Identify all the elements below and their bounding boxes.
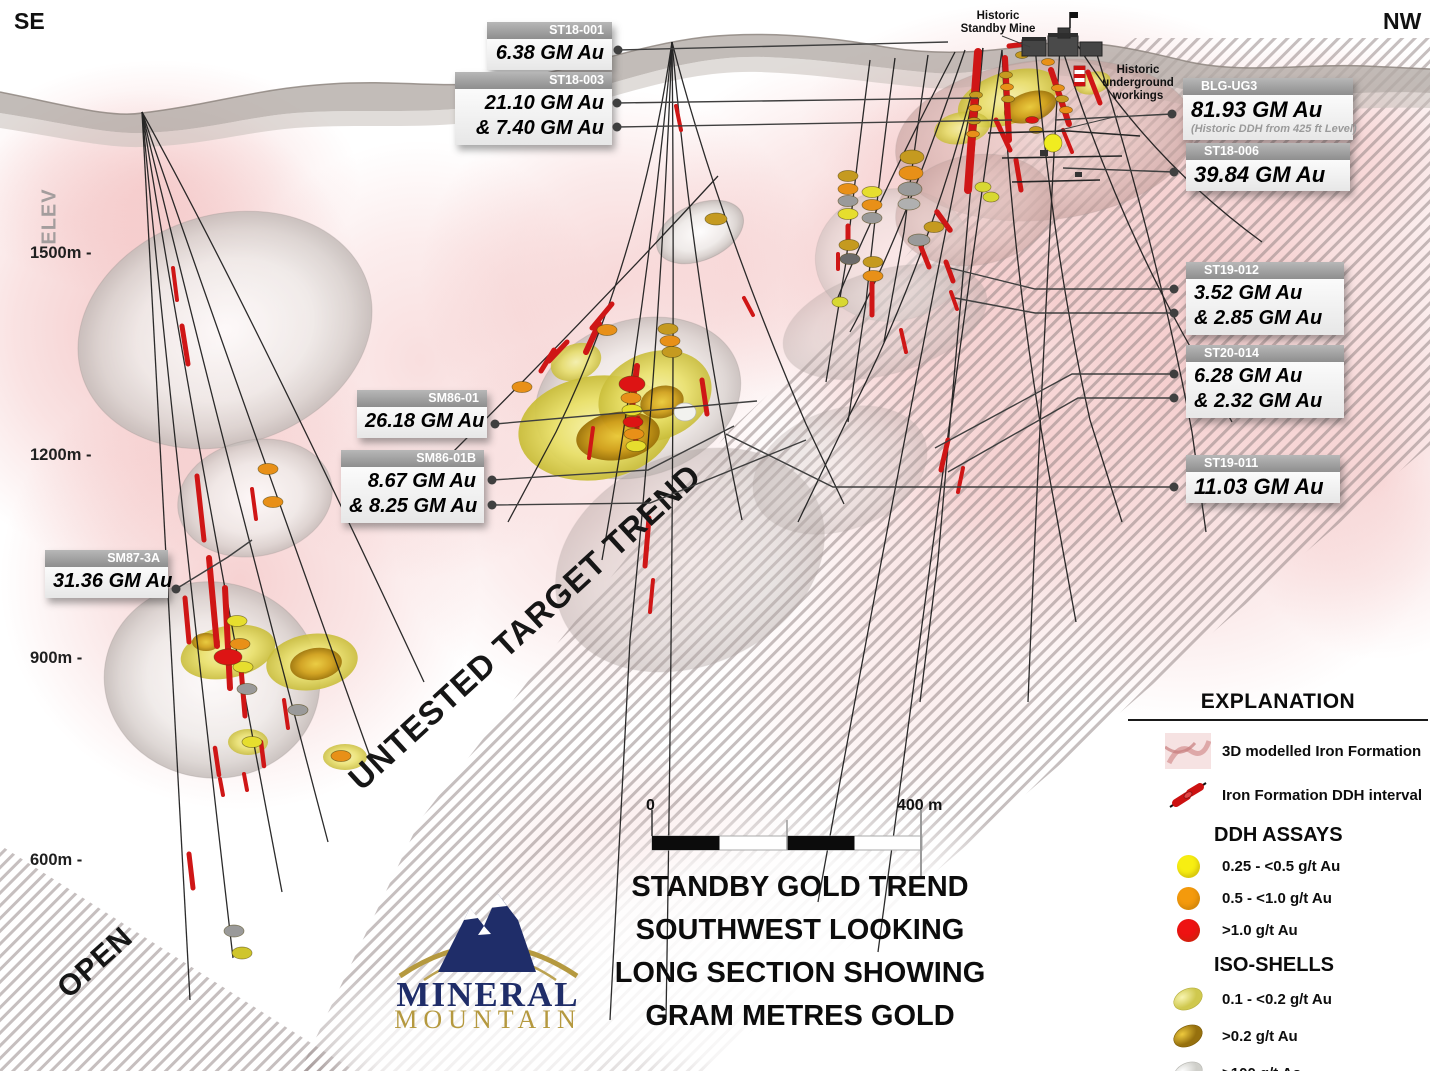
assay-discs xyxy=(213,51,1073,960)
orientation-label-nw: NW xyxy=(1383,8,1422,34)
callout-st19-012: ST19-012 3.52 GM Au & 2.85 GM Au xyxy=(1186,262,1344,335)
elevation-tick-1200: 1200m - xyxy=(30,446,92,464)
workings-line1: Historic xyxy=(1116,64,1160,76)
assay-value: 21.10 GM Au xyxy=(484,92,604,114)
legend-label: >100 g/t As xyxy=(1222,1065,1301,1071)
mineral-mountain-logo: MINERAL MOUNTAIN xyxy=(386,860,591,1032)
historic-mine-line2: Standby Mine xyxy=(960,23,1036,35)
callout-blg-ug3: BLG-UG3 81.93 GM Au (Historic DDH from 4… xyxy=(1183,78,1357,140)
historic-standby-mine-label: Historic Standby Mine xyxy=(952,10,1044,36)
assay-value: & 2.32 GM Au xyxy=(1194,390,1323,412)
hatch-untested-band xyxy=(0,38,1430,1071)
callout-st19-011: ST19-011 11.03 GM Au xyxy=(1186,455,1340,503)
callout-sm86-01b: SM86-01B 8.67 GM Au & 8.25 GM Au xyxy=(341,450,484,523)
iso-ellipsoid-white-icon xyxy=(1160,1059,1216,1071)
assay-value: 26.18 GM Au xyxy=(365,410,485,432)
workings-line3: workings xyxy=(1112,90,1164,102)
legend-item-iso-high: >0.2 g/t Au xyxy=(1128,1022,1428,1050)
assay-note: (Historic DDH from 425 ft Level) xyxy=(1191,123,1357,135)
orientation-label-se: SE xyxy=(14,8,45,34)
elevation-axis-label: ELEV xyxy=(38,188,61,245)
background-fade xyxy=(300,790,1145,1071)
drillhole-id: ST18-003 xyxy=(455,72,612,89)
legend-label: 0.1 - <0.2 g/t Au xyxy=(1222,990,1332,1008)
assay-value: 6.28 GM Au xyxy=(1194,365,1303,387)
logo-wordmark-top: MINERAL xyxy=(396,975,579,1014)
legend-divider xyxy=(1128,719,1428,721)
legend-heading-iso-shells: ISO-SHELLS xyxy=(1214,954,1335,976)
callout-st18-006: ST18-006 39.84 GM Au xyxy=(1186,143,1350,191)
drillhole-id: ST19-011 xyxy=(1186,455,1340,472)
ddh-interval-icon xyxy=(1160,778,1216,812)
assay-value: & 8.25 GM Au xyxy=(349,495,478,517)
workings-line2: underground xyxy=(1102,77,1174,89)
legend-item-assay-high: >1.0 g/t Au xyxy=(1128,919,1428,942)
legend-heading-ddh-assays: DDH ASSAYS xyxy=(1214,824,1343,846)
iso-ellipsoid-gold-icon xyxy=(1160,1022,1216,1050)
legend-label: >1.0 g/t Au xyxy=(1222,922,1298,939)
legend-title: EXPLANATION xyxy=(1200,690,1356,713)
iso-ellipsoid-paleyellow-icon xyxy=(1160,985,1216,1013)
elevation-tick-900: 900m - xyxy=(30,649,83,667)
assay-dot-red-icon xyxy=(1176,919,1200,942)
iron-formation-swatch-icon xyxy=(1160,733,1216,769)
title-line-2: SOUTHWEST LOOKING xyxy=(635,914,965,946)
elevation-tick-1500: 1500m - xyxy=(30,244,92,262)
historic-underground-workings-label: Historic underground workings xyxy=(1098,64,1178,103)
legend-label: 0.25 - <0.5 g/t Au xyxy=(1222,858,1341,875)
drillhole-id: SM87-3A xyxy=(45,550,168,567)
assay-value: & 2.85 GM Au xyxy=(1194,307,1323,329)
assay-value: 39.84 GM Au xyxy=(1194,162,1326,187)
assay-value: 6.38 GM Au xyxy=(495,42,604,64)
legend-label: 3D modelled Iron Formation xyxy=(1222,742,1422,760)
legend-item-assay-low: 0.25 - <0.5 g/t Au xyxy=(1128,855,1428,878)
legend-item-iso-low: 0.1 - <0.2 g/t Au xyxy=(1128,985,1428,1013)
assay-value: 8.67 GM Au xyxy=(367,470,476,492)
assay-dot-orange-icon xyxy=(1176,887,1200,910)
logo-graphic: MINERAL MOUNTAIN xyxy=(394,894,581,1032)
scale-bar xyxy=(651,810,923,876)
historic-mine-line1: Historic xyxy=(976,10,1020,22)
callout-st18-003: ST18-003 21.10 GM Au & 7.40 GM Au xyxy=(455,72,612,145)
callout-sm87-3a: SM87-3A 31.36 GM Au xyxy=(45,550,173,598)
assay-dot-yellow-icon xyxy=(1176,855,1200,878)
title-line-4: GRAM METRES GOLD xyxy=(645,1000,955,1032)
drillhole-id: ST20-014 xyxy=(1186,345,1344,362)
legend-item-ddh-interval: Iron Formation DDH interval xyxy=(1128,778,1428,812)
callout-st20-014: ST20-014 6.28 GM Au & 2.32 GM Au xyxy=(1186,345,1344,418)
historic-mine-buildings xyxy=(1021,12,1103,87)
title-line-1: STANDBY GOLD TREND xyxy=(631,871,969,903)
assay-value: & 7.40 GM Au xyxy=(475,117,604,139)
figure-title: STANDBY GOLD TREND SOUTHWEST LOOKING LON… xyxy=(590,866,1010,1038)
scalebar-start-label: 0 xyxy=(646,797,655,814)
legend-label: >0.2 g/t Au xyxy=(1222,1027,1298,1045)
elevation-tick-600: 600m - xyxy=(30,851,83,869)
assay-value: 31.36 GM Au xyxy=(53,570,173,592)
logo-wordmark-bottom: MOUNTAIN xyxy=(394,1005,581,1032)
callout-sm86-01: SM86-01 26.18 GM Au xyxy=(357,390,487,438)
drillhole-id: ST18-001 xyxy=(487,22,612,39)
legend-item-iron-formation: 3D modelled Iron Formation xyxy=(1128,733,1428,769)
drillhole-id: ST19-012 xyxy=(1186,262,1344,279)
drillhole-id: ST18-006 xyxy=(1186,143,1350,160)
drillhole-id: SM86-01 xyxy=(357,390,487,407)
callout-st18-001: ST18-001 6.38 GM Au xyxy=(487,22,612,70)
assay-value: 81.93 GM Au xyxy=(1191,97,1323,122)
title-line-3: LONG SECTION SHOWING xyxy=(614,957,986,989)
headframe-striped xyxy=(1073,65,1086,87)
legend-label: 0.5 - <1.0 g/t Au xyxy=(1222,890,1332,907)
legend-label: Iron Formation DDH interval xyxy=(1222,786,1423,804)
assay-value: 3.52 GM Au xyxy=(1194,282,1303,304)
scalebar-end-label: 400 m xyxy=(897,797,943,814)
drillhole-id: BLG-UG3 xyxy=(1183,78,1353,95)
legend-item-iso-arsenic: >100 g/t As xyxy=(1128,1059,1428,1071)
legend: EXPLANATION 3D modelled Iron Formation xyxy=(1128,690,1428,1071)
drillhole-id: SM86-01B xyxy=(341,450,484,467)
legend-item-assay-mid: 0.5 - <1.0 g/t Au xyxy=(1128,887,1428,910)
assay-value: 11.03 GM Au xyxy=(1194,474,1324,499)
